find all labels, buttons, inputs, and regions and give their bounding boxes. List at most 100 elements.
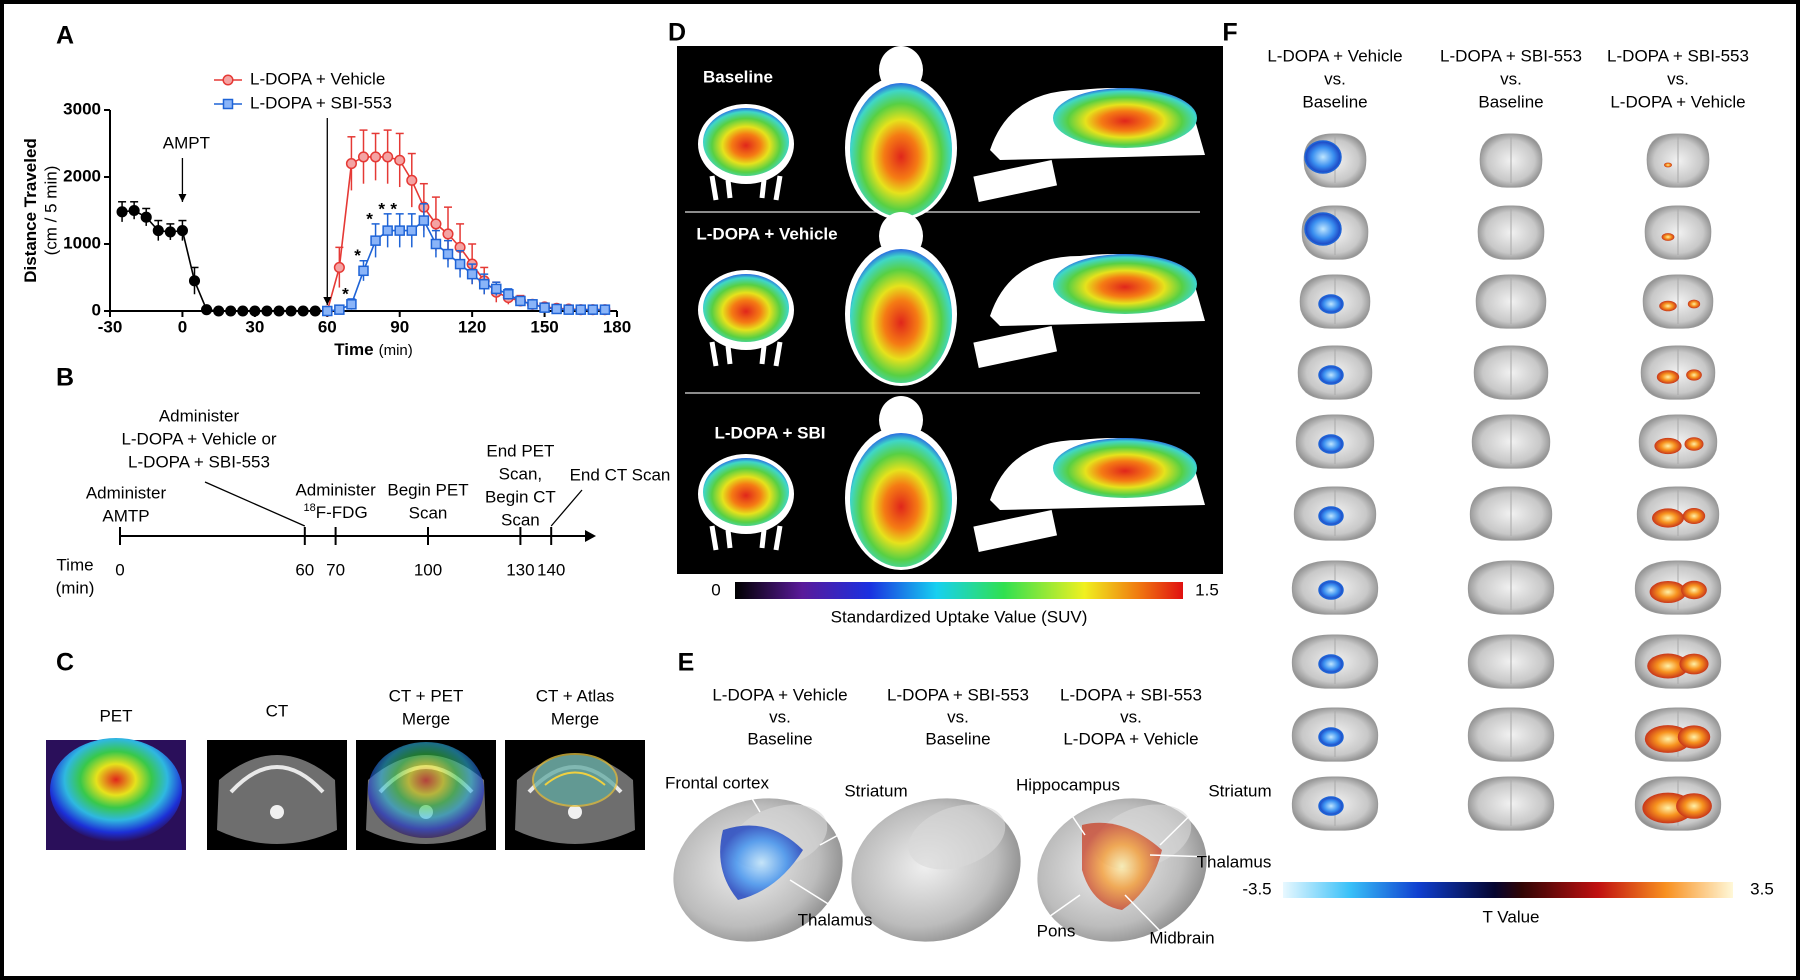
panel-letter: E <box>678 649 695 677</box>
axial-uptake <box>850 83 952 217</box>
timeline-tick-label: 60 <box>295 560 314 579</box>
annotation: Thalamus <box>798 910 873 929</box>
marker <box>394 225 405 236</box>
annotation: Striatum <box>1208 781 1271 800</box>
marker <box>261 305 273 317</box>
colorbar-label: T Value <box>1482 907 1539 926</box>
pet-signal <box>50 738 182 842</box>
effect-orange <box>1652 508 1684 528</box>
significance: * <box>342 284 349 303</box>
image-label: PET <box>99 706 132 725</box>
effect-orange <box>1664 162 1672 168</box>
effect-orange <box>1684 437 1704 451</box>
timeline-tick-label: 70 <box>326 560 345 579</box>
column-label: vs. <box>1324 69 1346 88</box>
column-label: vs. <box>769 707 791 726</box>
x-tick-label: 150 <box>530 317 558 336</box>
arrow-head <box>323 297 332 305</box>
atlas-overlay <box>532 753 618 807</box>
axial-uptake <box>850 433 952 567</box>
marker <box>599 304 611 315</box>
x-tick-label: 60 <box>318 317 337 336</box>
image-label: CT + Atlas <box>536 686 615 705</box>
effect-blue <box>1304 140 1342 174</box>
image-label: Merge <box>402 709 450 728</box>
timeline-tick-label: 100 <box>414 560 442 579</box>
image-label: Merge <box>551 709 599 728</box>
effect-orange <box>1681 580 1707 600</box>
y-axis-title: Distance Traveled <box>21 138 40 283</box>
annotation-pointer <box>1124 894 1163 934</box>
effect-orange <box>1661 233 1675 241</box>
significance: * <box>354 246 361 265</box>
arrow-head <box>178 194 187 202</box>
sagittal-jaw <box>973 325 1058 369</box>
image-label: CT + PET <box>389 686 464 705</box>
coronal-uptake <box>703 458 789 526</box>
annotation-pointer <box>789 879 866 928</box>
column-label: L-DOPA + SBI-553 <box>1607 46 1749 65</box>
y-axis-unit: (cm / 5 min) <box>41 166 60 256</box>
marker <box>297 305 309 317</box>
x-tick-label: -30 <box>98 317 123 336</box>
timeline-label: (min) <box>56 578 95 597</box>
marker <box>406 174 418 186</box>
event-label: Scan <box>501 510 540 529</box>
timeline-tick-label: 130 <box>506 560 534 579</box>
sagittal-uptake <box>1053 88 1197 148</box>
column-label: L-DOPA + Vehicle <box>1610 92 1745 111</box>
event-pointer <box>550 489 583 527</box>
event-label: Begin PET <box>387 480 468 499</box>
marker <box>527 299 538 310</box>
marker <box>454 258 466 270</box>
coronal-uptake <box>703 274 789 342</box>
sagittal-uptake <box>1053 254 1197 314</box>
column-label: L-DOPA + SBI-553 <box>1060 685 1202 704</box>
suv-colorbar <box>735 582 1183 599</box>
column-label: L-DOPA + Vehicle <box>1063 729 1198 748</box>
annotation: Thalamus <box>1197 852 1272 871</box>
event-label: Administer <box>86 483 167 502</box>
tracer: F-FDG <box>316 503 368 522</box>
marker <box>478 278 490 290</box>
effect-blue <box>1318 506 1344 526</box>
event-label: Scan, <box>499 464 542 483</box>
timeline-tick-label: 0 <box>115 560 124 579</box>
colorbar-max: 3.5 <box>1750 879 1774 898</box>
x-tick-label: 30 <box>245 317 264 336</box>
marker <box>345 158 357 170</box>
marker <box>116 206 128 218</box>
coronal-uptake <box>703 108 789 176</box>
panel-letter: B <box>56 364 74 392</box>
annotation-pointer <box>1047 779 1086 836</box>
effect-blue <box>1318 294 1344 314</box>
panel-letter: A <box>56 22 74 50</box>
y-tick-label: 0 <box>92 300 101 319</box>
x-tick-label: 90 <box>390 317 409 336</box>
isotope: 18 <box>304 502 316 514</box>
sagittal-uptake <box>1053 438 1197 498</box>
row-label: L-DOPA + SBI <box>715 423 826 442</box>
x-tick-label: 120 <box>458 317 486 336</box>
legend-label: L-DOPA + SBI-553 <box>250 93 392 112</box>
marker <box>334 304 345 315</box>
timeline-arrow <box>585 530 596 542</box>
column-label: vs. <box>1667 69 1689 88</box>
x-axis-unit: (min) <box>379 342 413 359</box>
effect-orange <box>1676 793 1712 819</box>
effect-orange <box>1647 653 1689 679</box>
timeline-label: Time <box>56 555 93 574</box>
marker <box>201 304 213 316</box>
effect-orange <box>1679 653 1709 675</box>
annotation: Striatum <box>844 781 907 800</box>
effect-orange <box>1682 508 1706 524</box>
marker <box>164 226 176 238</box>
marker <box>213 305 225 317</box>
annotation-pointer <box>819 797 907 846</box>
marker <box>176 225 188 237</box>
significance: * <box>378 199 385 218</box>
marker <box>382 225 393 236</box>
marker <box>237 305 249 317</box>
ct-spine <box>568 805 582 819</box>
marker <box>273 305 285 317</box>
